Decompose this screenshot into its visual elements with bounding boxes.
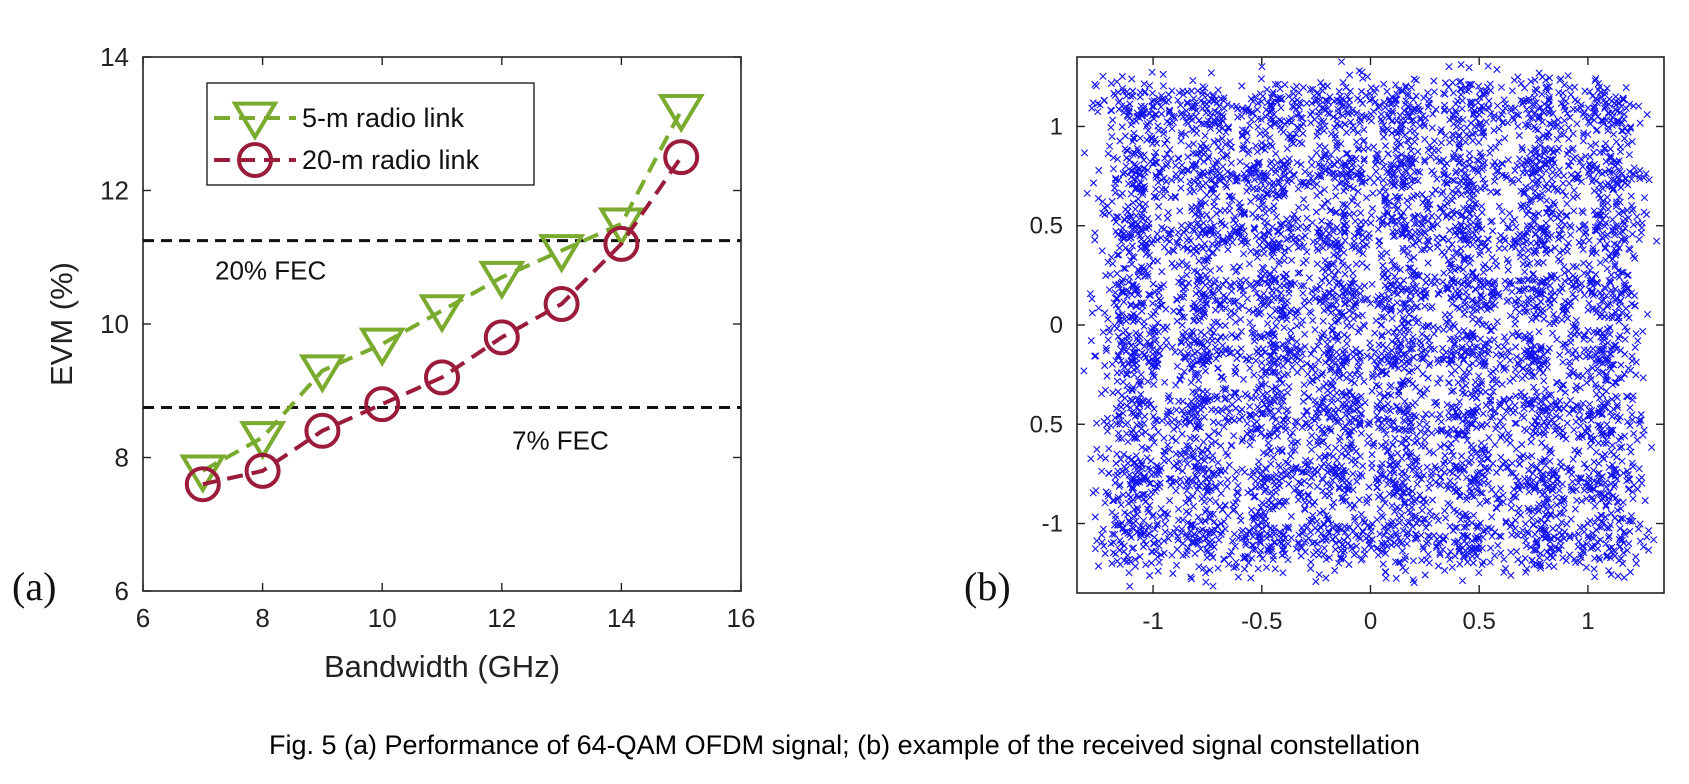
legend-marker [231, 101, 279, 141]
panel-label-a: (a) [12, 564, 56, 609]
chart-a-xlabel: Bandwidth (GHz) [324, 649, 560, 684]
data-point [304, 412, 341, 449]
data-point [478, 260, 526, 301]
y-tick-label: 12 [100, 176, 129, 206]
x-tick-label: 12 [487, 603, 516, 633]
x-tick-label: 10 [368, 603, 397, 633]
y-tick-label: 1 [1050, 113, 1063, 140]
x-tick-label: 0 [1364, 608, 1377, 635]
data-point [298, 354, 346, 394]
x-tick-label: 16 [727, 603, 756, 633]
x-tick-label: -1 [1142, 608, 1163, 635]
x-tick-label: 6 [136, 603, 150, 633]
series-20m [184, 139, 700, 503]
panel-label-b: (b) [964, 564, 1011, 609]
chart-a-ylabel: EVM (%) [44, 262, 79, 386]
data-point [603, 225, 640, 262]
x-tick-label: 14 [607, 603, 636, 633]
figure-caption: Fig. 5 (a) Performance of 64-QAM OFDM si… [269, 730, 1420, 760]
data-point [657, 94, 705, 134]
legend-box [206, 82, 535, 186]
x-tick-label: 0.5 [1463, 608, 1496, 635]
data-point [543, 285, 580, 322]
x-tick-label: 1 [1581, 608, 1594, 635]
data-point [424, 359, 460, 396]
series-line [202, 155, 683, 487]
data-point [418, 294, 466, 334]
data-point [184, 466, 221, 503]
fec-threshold-label: 7% FEC [512, 425, 609, 455]
data-point [239, 421, 287, 461]
data-point [538, 234, 586, 274]
x-tick-label: 8 [255, 603, 269, 633]
data-point [483, 319, 520, 356]
data-point [663, 139, 700, 176]
y-tick-label: 10 [100, 309, 129, 339]
legend-marker [237, 142, 273, 178]
series-5m [179, 94, 705, 494]
y-tick-label: 8 [115, 443, 129, 473]
fec-threshold-label: 20% FEC [215, 256, 326, 286]
legend-label: 20-m radio link [302, 145, 480, 175]
constellation-points [1080, 58, 1661, 590]
chart-a: 20% FEC 7% FEC 6 8 10 12 14 16 6 8 10 12 14 Bandwid… [12, 42, 755, 684]
data-point [364, 386, 401, 423]
data-point [358, 327, 406, 367]
data-point [244, 452, 281, 489]
x-tick-label: -0.5 [1241, 608, 1282, 635]
chart-a-legend: 5-m radio link 20-m radio link [206, 82, 535, 186]
y-tick-label: 0 [1050, 312, 1063, 339]
y-tick-label: -1 [1042, 511, 1063, 538]
y-tick-label: 6 [115, 576, 129, 606]
y-tick-label: 14 [100, 42, 129, 72]
y-tick-label: 0.5 [1030, 411, 1063, 438]
y-tick-label: 0.5 [1030, 213, 1063, 240]
chart-b: -1 -0.5 0 0.5 1 1 0.5 0 0.5 -1 (b) [964, 56, 1665, 635]
legend-label: 5-m radio link [302, 103, 465, 133]
